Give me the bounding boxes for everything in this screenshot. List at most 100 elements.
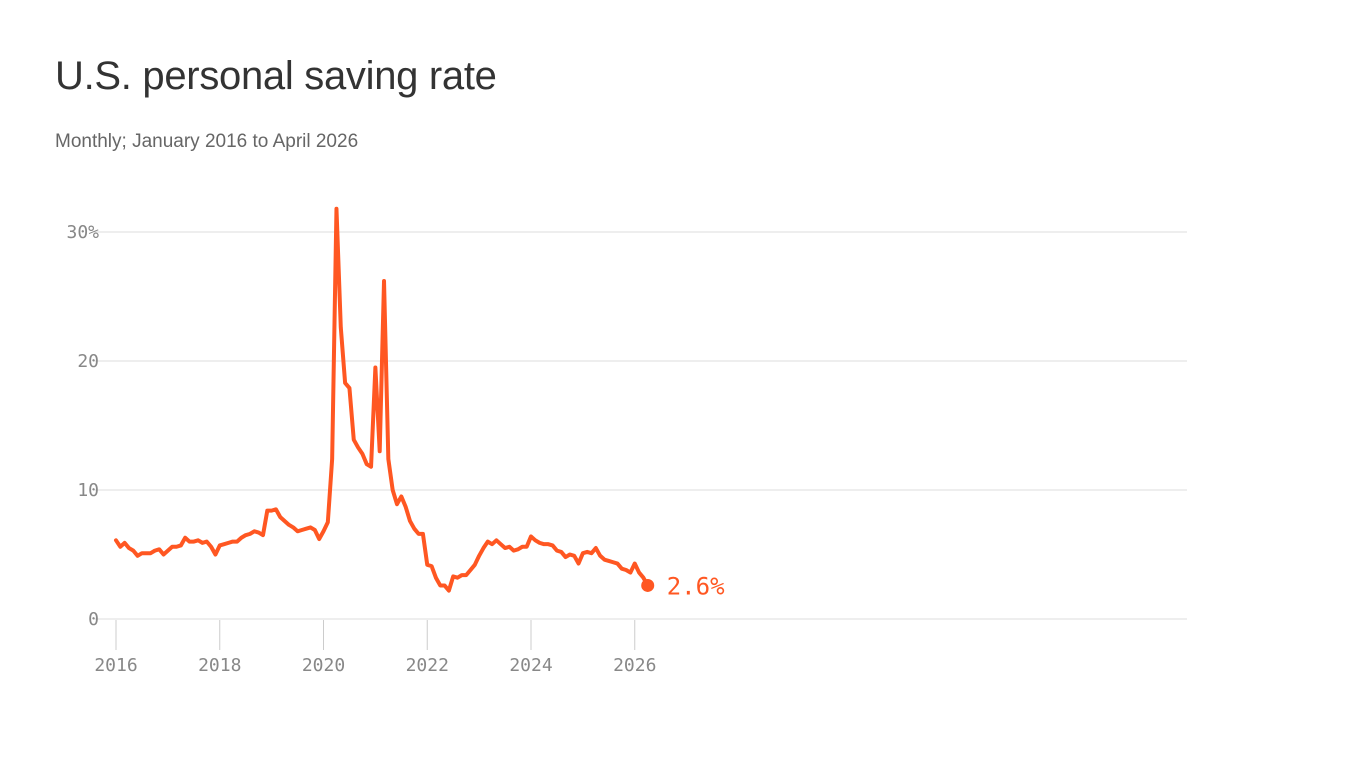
data-point — [572, 554, 576, 558]
data-point — [590, 551, 594, 555]
data-point — [598, 554, 602, 558]
data-point — [533, 538, 537, 542]
data-point — [213, 553, 217, 556]
saving-rate-line — [114, 206, 650, 593]
data-point — [334, 207, 338, 211]
data-point — [322, 529, 325, 533]
data-point — [382, 279, 386, 283]
data-point — [274, 507, 278, 511]
data-point — [412, 527, 416, 531]
data-point — [468, 568, 472, 572]
data-point — [114, 538, 118, 542]
data-point — [296, 529, 300, 533]
data-point — [555, 549, 559, 553]
data-point — [486, 540, 490, 544]
data-point — [611, 560, 615, 564]
data-point — [546, 542, 550, 546]
data-point — [157, 547, 161, 551]
data-point — [239, 536, 243, 540]
data-point — [248, 532, 252, 536]
data-point — [525, 545, 529, 549]
data-point — [417, 532, 421, 536]
x-tick-label: 2026 — [613, 655, 656, 676]
data-point — [494, 538, 498, 542]
data-point — [205, 540, 209, 544]
data-point — [200, 541, 204, 545]
data-point — [356, 445, 360, 449]
data-point — [283, 519, 287, 523]
data-point — [633, 562, 637, 566]
data-point — [123, 541, 127, 545]
data-point — [127, 546, 131, 550]
data-point — [473, 563, 477, 567]
data-point — [391, 488, 395, 492]
data-point — [585, 550, 589, 554]
data-point — [451, 574, 455, 578]
data-point — [520, 545, 524, 549]
y-tick-label: 20 — [77, 351, 99, 372]
data-point — [179, 543, 183, 547]
data-point — [369, 465, 373, 469]
data-point — [317, 537, 321, 541]
y-tick-label: 10 — [77, 480, 99, 501]
data-point — [637, 571, 641, 575]
data-point — [222, 542, 226, 546]
data-point — [136, 554, 140, 558]
data-point — [456, 576, 460, 580]
data-point — [641, 576, 645, 580]
data-point — [192, 540, 196, 544]
data-point — [538, 541, 542, 545]
data-point — [231, 540, 235, 544]
data-point — [443, 583, 447, 587]
data-point — [209, 545, 213, 549]
data-point — [490, 542, 494, 546]
data-point — [507, 545, 511, 549]
data-point — [404, 505, 408, 509]
data-point — [166, 549, 170, 553]
data-point — [339, 325, 343, 329]
data-point — [594, 546, 598, 550]
data-point — [481, 546, 485, 550]
x-tick-label: 2016 — [94, 655, 137, 676]
chart-title: U.S. personal saving rate — [55, 54, 497, 98]
x-tick-label: 2018 — [198, 655, 241, 676]
data-point — [175, 545, 179, 549]
data-point — [628, 571, 632, 575]
data-point — [564, 555, 568, 559]
data-point — [226, 541, 230, 545]
data-point — [149, 551, 153, 555]
latest-value-marker — [641, 578, 655, 592]
data-point — [162, 553, 166, 556]
data-point — [438, 583, 442, 587]
data-point — [542, 542, 546, 546]
data-point — [118, 545, 122, 549]
data-point — [559, 550, 563, 554]
data-point — [183, 536, 187, 540]
data-point — [568, 553, 572, 556]
data-point — [330, 457, 334, 461]
data-point — [304, 527, 308, 531]
data-point — [386, 457, 390, 461]
y-tick-label: 0 — [88, 609, 99, 630]
data-point — [131, 549, 135, 553]
data-point — [373, 365, 377, 369]
data-point — [615, 562, 619, 566]
data-point — [581, 551, 585, 555]
x-tick-label: 2022 — [406, 655, 449, 676]
data-point — [300, 528, 304, 532]
data-point — [512, 549, 516, 553]
data-point — [624, 568, 628, 572]
data-point — [235, 540, 239, 544]
data-point — [421, 532, 425, 536]
data-point — [170, 545, 174, 549]
data-point — [460, 573, 464, 577]
data-point — [378, 449, 382, 453]
data-point — [395, 502, 399, 506]
data-point — [360, 452, 364, 456]
data-point — [399, 494, 403, 498]
data-point — [352, 438, 356, 442]
data-point — [265, 509, 269, 513]
data-point — [270, 509, 274, 513]
chart-subtitle: Monthly; January 2016 to April 2026 — [55, 131, 359, 152]
